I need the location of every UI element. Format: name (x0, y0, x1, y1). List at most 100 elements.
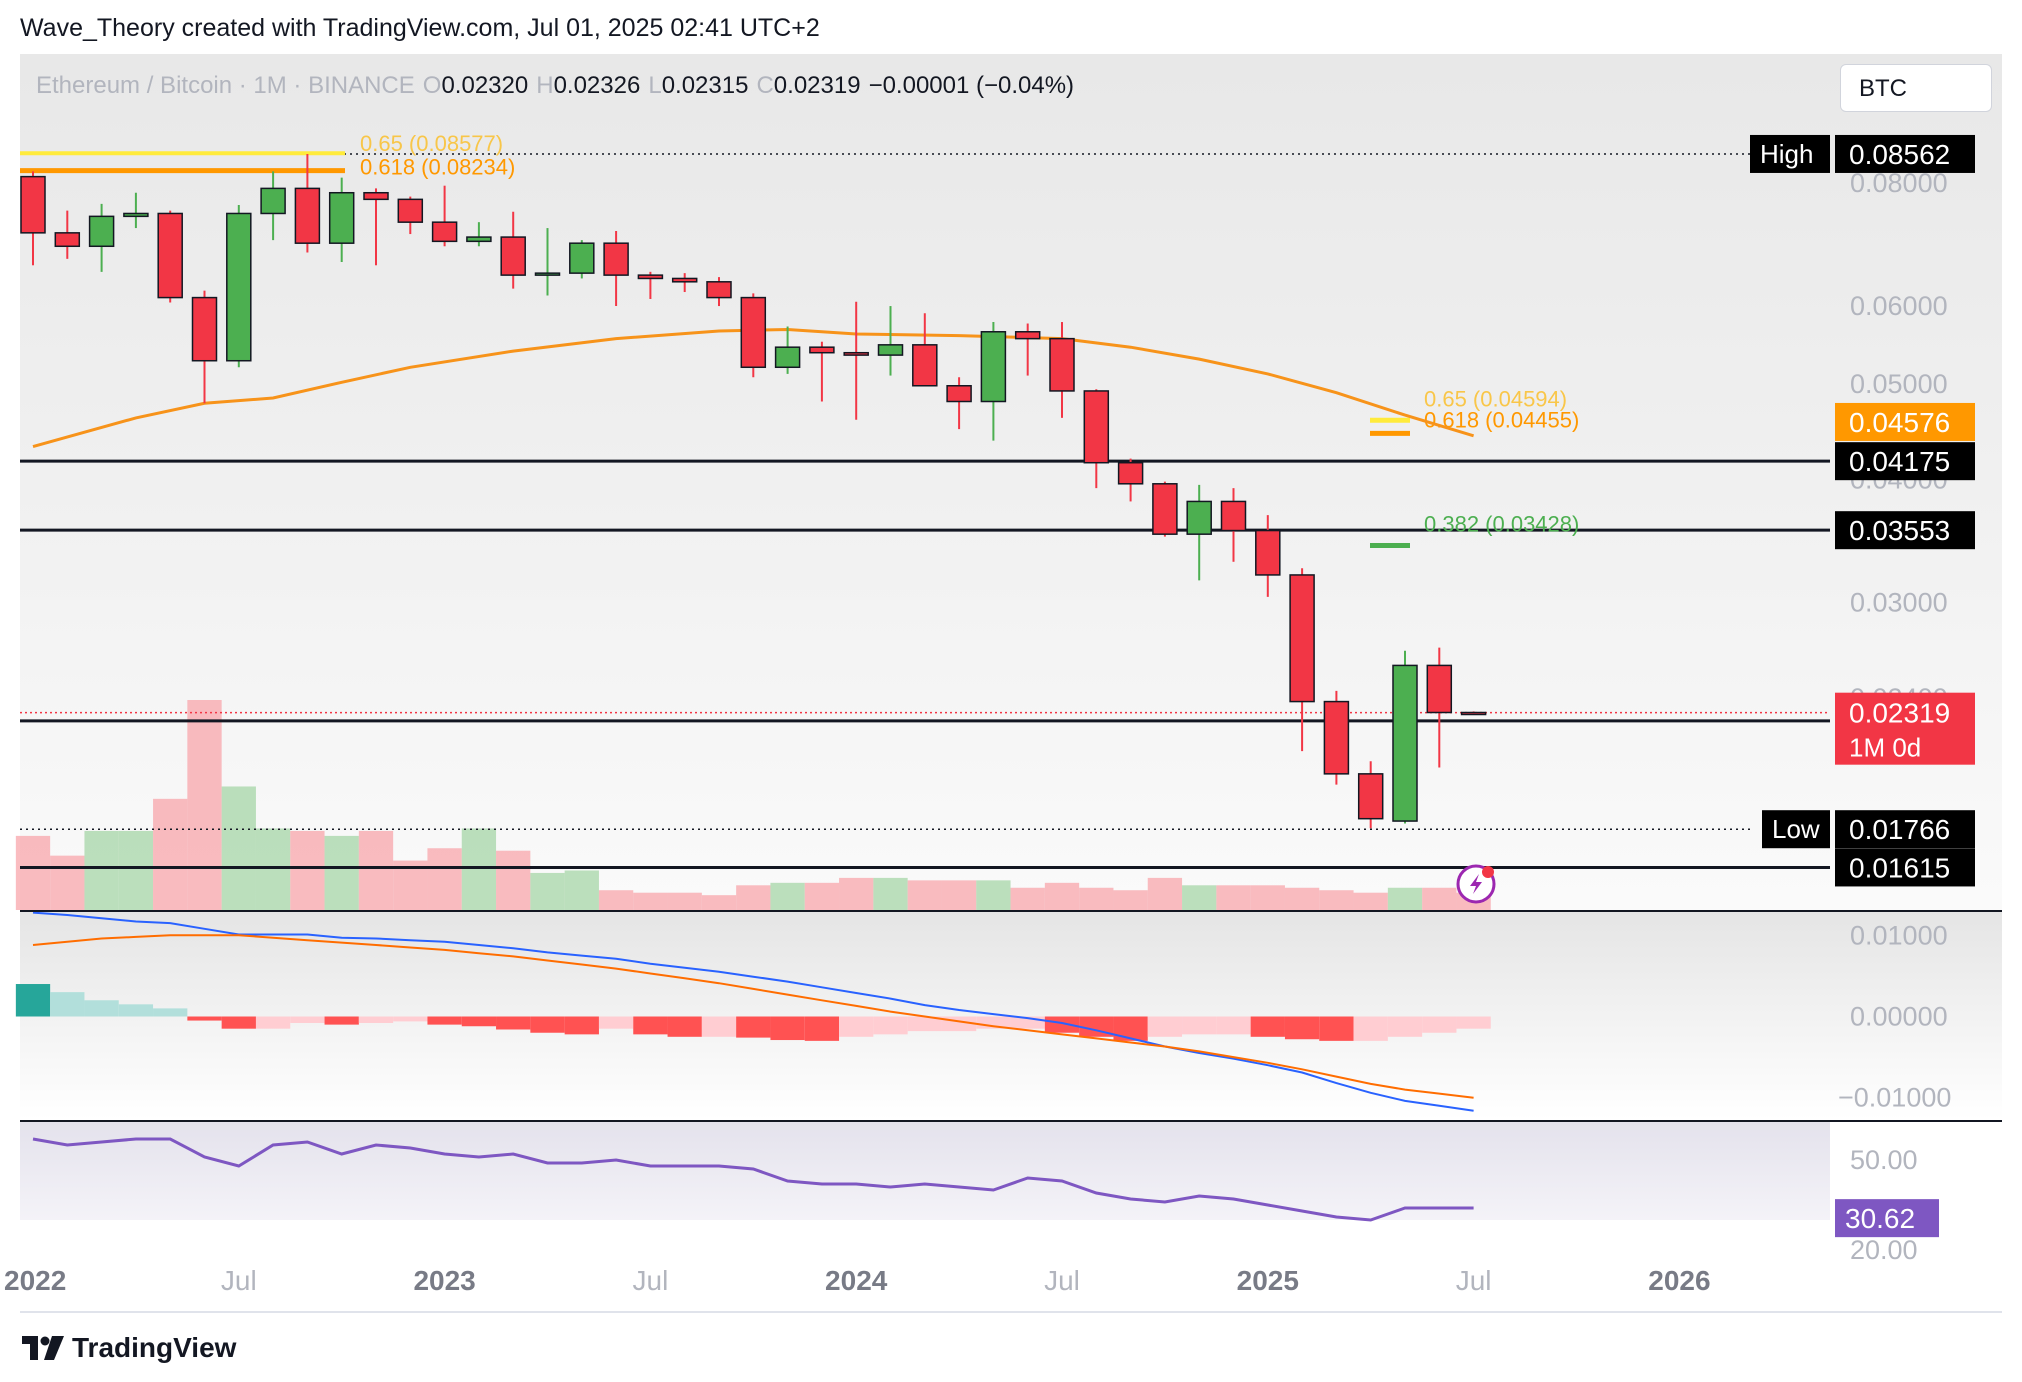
candle (912, 313, 938, 387)
candle (54, 210, 81, 259)
volume-bar (941, 880, 977, 910)
rsi-pane-background (20, 1122, 1830, 1220)
time-tick-label: 2022 (4, 1265, 66, 1296)
macd-histogram-bar (839, 1016, 874, 1037)
candle (157, 210, 183, 303)
candle (1220, 488, 1247, 562)
symbol-label[interactable]: Ethereum / Bitcoin · 1M · BINANCE (36, 72, 415, 99)
time-tick-label: Jul (633, 1265, 669, 1296)
candle-body (328, 191, 355, 244)
level-price-tag: 0.01615 (1849, 852, 1950, 883)
candle-body (363, 191, 389, 201)
candle-body (88, 215, 115, 248)
candle (397, 196, 424, 235)
last-price-countdown: 1M 0d (1849, 733, 1921, 763)
volume-bar (1387, 887, 1423, 910)
macd-histogram-bar (1250, 1016, 1285, 1037)
level-price-tag-bg (1835, 848, 1975, 887)
candle (569, 240, 595, 279)
macd-histogram-bar (564, 1016, 599, 1035)
low-price-tag: 0.01766 (1849, 814, 1950, 845)
candle (946, 377, 972, 430)
candle (774, 326, 801, 374)
candle (1357, 761, 1384, 829)
volume-bar (153, 798, 188, 910)
volume-bar (701, 895, 737, 910)
time-axis-layer: 2022 Jul 2023 Jul 2024 Jul 2025 Jul 2026 (4, 1265, 1711, 1296)
volume-bar (1147, 877, 1183, 910)
candles-layer (20, 154, 1487, 829)
macd-histogram-bar (1216, 1016, 1251, 1035)
macd-histogram-bar (461, 1016, 497, 1027)
low-value: 0.02315 (661, 72, 749, 99)
candle-body (740, 296, 767, 369)
macd-histogram-bar (633, 1016, 668, 1035)
macd-histogram-bar (84, 1000, 119, 1017)
candle-body (1426, 664, 1453, 714)
macd-histogram-bar (701, 1016, 737, 1037)
candle-body (54, 232, 81, 248)
time-tick-label: 2023 (413, 1265, 475, 1296)
candle (843, 301, 869, 420)
low-label: Low (1772, 814, 1820, 844)
candle (1255, 515, 1281, 597)
rsi-value-tag: 30.62 (1845, 1203, 1915, 1234)
candle (603, 231, 629, 307)
low-price-tag-bg (1835, 810, 1975, 849)
tradingview-brand[interactable]: TradingView (22, 1332, 236, 1364)
candle (809, 341, 835, 402)
macd-histogram-bar (736, 1016, 771, 1038)
macd-histogram-bar (530, 1016, 565, 1033)
candle (260, 171, 286, 241)
volume-bar (1284, 887, 1320, 910)
candle-body (1392, 664, 1418, 822)
currency-button[interactable]: BTC (1840, 64, 1992, 112)
time-tick-label: 2024 (825, 1265, 888, 1296)
macd-histogram-bar (1456, 1016, 1491, 1029)
rsi-line (32, 1137, 1474, 1222)
candle-body (877, 344, 904, 356)
volume-bar (15, 835, 51, 910)
candle-body (1323, 700, 1350, 775)
candle (1117, 458, 1144, 502)
alert-icon[interactable] (1456, 864, 1496, 904)
volume-bar (221, 786, 256, 910)
rsi-tick-label: 50.00 (1850, 1145, 1918, 1175)
candle-body (1357, 773, 1384, 820)
low-label-bg (1762, 810, 1830, 849)
candle-body (603, 242, 629, 276)
macd-histogram-bar (1284, 1016, 1320, 1040)
volume-bar (839, 877, 874, 910)
macd-histogram-bar (1147, 1016, 1183, 1037)
candle (1289, 568, 1315, 752)
candle (1460, 711, 1487, 716)
time-tick-label: Jul (1456, 1265, 1492, 1296)
candle-body (123, 212, 149, 218)
candle (20, 171, 46, 266)
time-tick-label: 2026 (1648, 1265, 1710, 1296)
candle-body (1289, 574, 1315, 703)
macd-histogram-bar (393, 1016, 428, 1022)
price-tick-label: 0.06000 (1850, 291, 1948, 321)
last-price-tag-bg (1835, 692, 1975, 765)
candle-body (637, 274, 664, 280)
candle-body (774, 346, 801, 369)
candle-body (20, 175, 46, 234)
candle (500, 211, 526, 289)
rsi-tick-label: 20.00 (1850, 1235, 1918, 1265)
level-price-tag-bg (1835, 442, 1975, 481)
fib-0382-lower-label: 0.382 (0.03428) (1424, 512, 1579, 537)
ohlc-legend: Ethereum / Bitcoin · 1M · BINANCE O0.023… (36, 72, 1074, 100)
volume-layer (15, 700, 1491, 910)
macd-histogram-bar (804, 1016, 840, 1041)
candle-body (226, 212, 252, 362)
macd-tick-label: −0.01000 (1838, 1083, 1951, 1113)
candle (740, 293, 767, 378)
candle (466, 222, 492, 247)
volume-bar (907, 880, 942, 910)
volume-bar (1250, 885, 1285, 910)
macd-histogram-bar (770, 1016, 805, 1041)
candle-body (1152, 483, 1178, 535)
macd-histogram-bar (118, 1004, 154, 1017)
